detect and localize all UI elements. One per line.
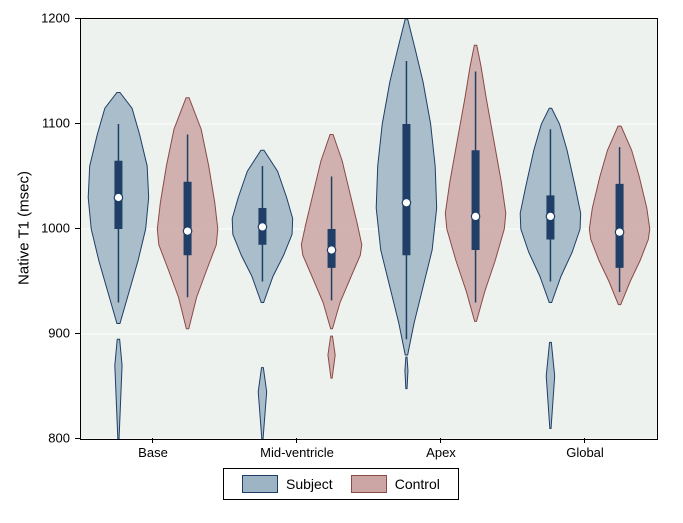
legend-item: Subject bbox=[242, 475, 333, 493]
ytick-label: 1000 bbox=[0, 221, 70, 236]
violin-chart-svg bbox=[81, 19, 657, 439]
xtick-label: Base bbox=[138, 445, 168, 460]
legend: Subject Control bbox=[223, 468, 459, 500]
xtick-label: Global bbox=[566, 445, 604, 460]
legend-label: Subject bbox=[286, 476, 333, 492]
figure: Native T1 (msec) BaseMid-ventricleApexGl… bbox=[0, 0, 683, 523]
xtick-label: Apex bbox=[426, 445, 456, 460]
legend-swatch bbox=[242, 475, 278, 493]
legend-swatch bbox=[351, 475, 387, 493]
plot-area: BaseMid-ventricleApexGlobal bbox=[80, 18, 658, 440]
xtick-label: Mid-ventricle bbox=[260, 445, 334, 460]
legend-item: Control bbox=[351, 475, 440, 493]
ytick-label: 900 bbox=[0, 326, 70, 341]
ytick-label: 1100 bbox=[0, 116, 70, 131]
ytick-label: 1200 bbox=[0, 11, 70, 26]
legend-label: Control bbox=[395, 476, 440, 492]
ytick-label: 800 bbox=[0, 431, 70, 446]
